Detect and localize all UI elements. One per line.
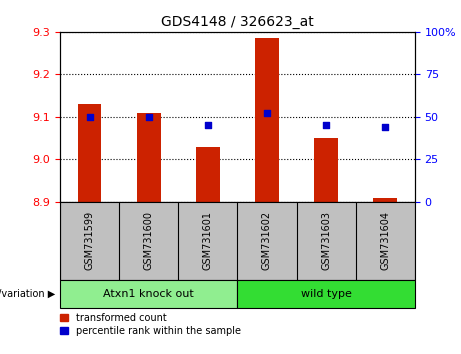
Bar: [314, 138, 338, 202]
Title: GDS4148 / 326623_at: GDS4148 / 326623_at: [161, 16, 314, 29]
Text: GSM731603: GSM731603: [321, 211, 331, 270]
Bar: [196, 147, 219, 202]
Text: Atxn1 knock out: Atxn1 knock out: [103, 289, 194, 299]
Text: genotype/variation ▶: genotype/variation ▶: [0, 289, 55, 299]
Point: [145, 114, 152, 120]
Text: GSM731604: GSM731604: [380, 211, 390, 270]
Point: [322, 122, 330, 128]
Bar: [77, 104, 101, 202]
Bar: [60, 280, 237, 308]
Text: GSM731601: GSM731601: [203, 211, 213, 270]
Bar: [237, 280, 415, 308]
Bar: [60, 202, 415, 280]
Text: wild type: wild type: [301, 289, 352, 299]
Point: [263, 110, 271, 116]
Bar: [255, 38, 279, 202]
Text: GSM731602: GSM731602: [262, 211, 272, 270]
Bar: [373, 198, 397, 202]
Legend: transformed count, percentile rank within the sample: transformed count, percentile rank withi…: [60, 313, 241, 336]
Text: GSM731599: GSM731599: [84, 211, 95, 270]
Bar: [137, 113, 160, 202]
Point: [86, 114, 93, 120]
Text: GSM731600: GSM731600: [144, 211, 154, 270]
Point: [204, 122, 212, 128]
Point: [382, 124, 389, 130]
